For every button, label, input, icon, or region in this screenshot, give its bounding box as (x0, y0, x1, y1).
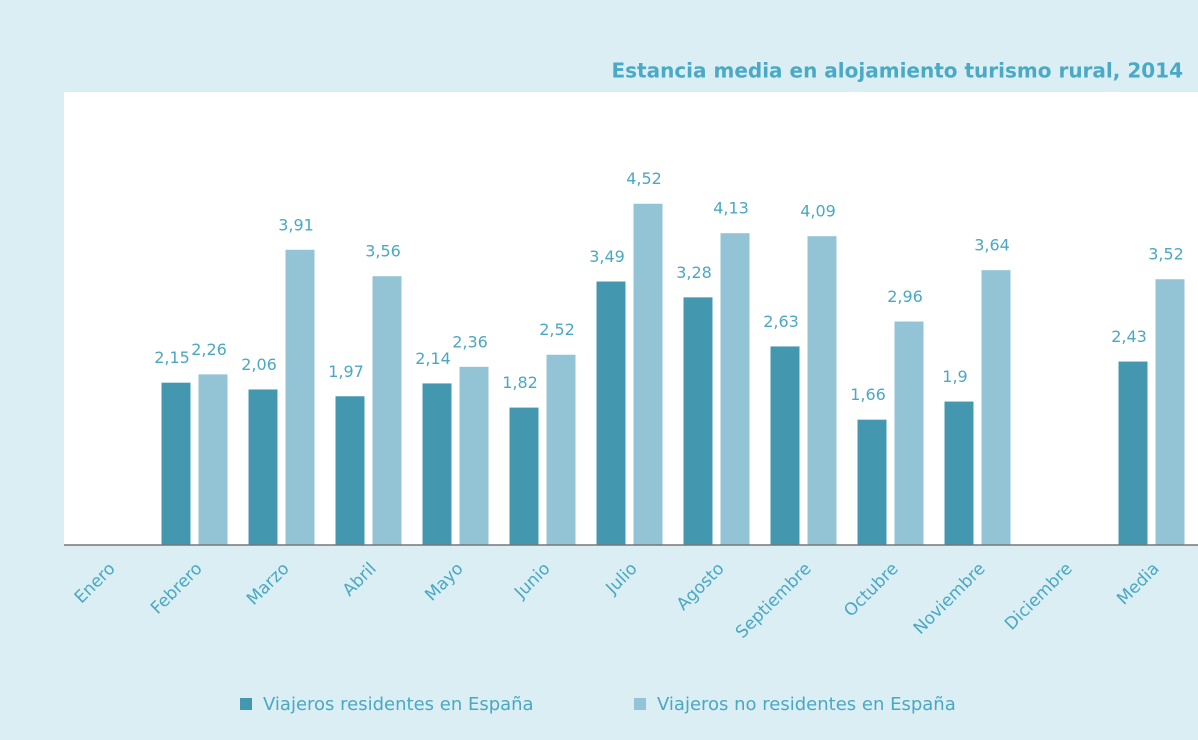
bar (285, 249, 315, 546)
data-label: 2,26 (191, 340, 227, 359)
data-label: 3,64 (974, 236, 1010, 255)
data-label: 2,06 (241, 355, 277, 374)
data-label: 1,9 (942, 367, 967, 386)
bar (422, 383, 452, 545)
bar (161, 382, 191, 545)
bar (807, 236, 837, 545)
bar (770, 346, 800, 545)
bar (198, 374, 228, 545)
data-label: 3,49 (589, 247, 625, 266)
data-label: 4,13 (713, 199, 749, 218)
bar (683, 297, 713, 545)
data-label: 3,28 (676, 263, 712, 282)
plot-area (64, 92, 1198, 545)
data-label: 2,63 (763, 312, 799, 331)
data-label: 4,52 (626, 169, 662, 188)
data-label: 1,66 (850, 385, 886, 404)
data-label: 2,52 (539, 320, 575, 339)
data-label: 3,52 (1148, 245, 1184, 264)
bar (944, 401, 974, 545)
bar (335, 396, 365, 545)
bar (1155, 279, 1185, 545)
data-label: 2,43 (1111, 327, 1147, 346)
data-label: 2,15 (154, 348, 190, 367)
data-label: 2,96 (887, 287, 923, 306)
bar (372, 276, 402, 545)
bar (546, 354, 576, 545)
bar (633, 203, 663, 546)
bar (459, 366, 489, 545)
bar (981, 270, 1011, 545)
data-label: 2,36 (452, 332, 488, 351)
legend-swatch (634, 698, 646, 710)
bar (248, 389, 278, 545)
legend-swatch (240, 698, 252, 710)
legend-label: Viajeros no residentes en España (657, 694, 956, 715)
data-label: 2,14 (415, 349, 451, 368)
data-label: 1,97 (328, 362, 364, 381)
legend-label: Viajeros residentes en España (263, 694, 534, 715)
data-label: 4,09 (800, 202, 836, 221)
chart-title: Estancia media en alojamiento turismo ru… (611, 59, 1183, 83)
data-label: 3,56 (365, 242, 401, 261)
bar (1118, 361, 1148, 545)
bar (509, 407, 539, 545)
bar (720, 233, 750, 545)
bar (857, 419, 887, 545)
bar (894, 321, 924, 545)
data-label: 3,91 (278, 215, 314, 234)
data-label: 1,82 (502, 373, 538, 392)
bar (596, 281, 626, 545)
